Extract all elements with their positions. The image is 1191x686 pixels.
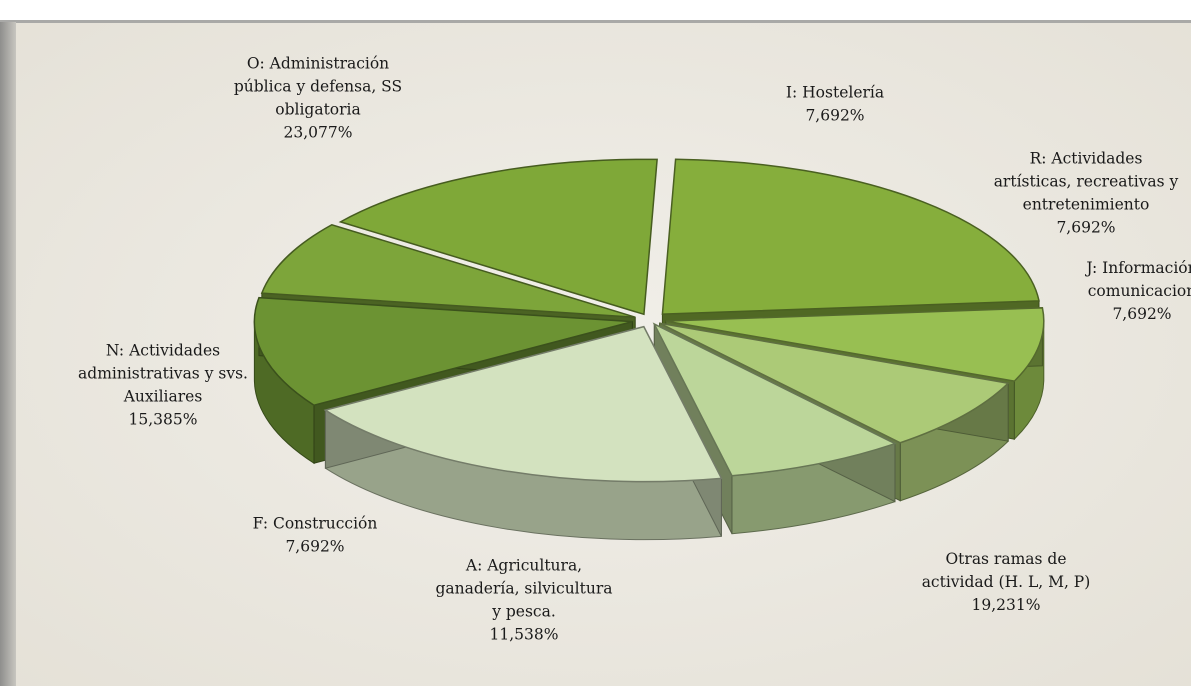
- pie-slice: [652, 322, 897, 477]
- slice-category-label: actividad (H. L, M, P): [922, 573, 1091, 591]
- slice-category-label: N: Actividades: [106, 342, 220, 360]
- slice-category-label: F: Construcción: [253, 515, 378, 533]
- slice-category-label: A: Agricultura,: [465, 557, 582, 575]
- pie-slice: [659, 322, 1010, 444]
- slice-category-label: R: Actividades: [1030, 150, 1143, 168]
- slice-category-label: entretenimiento: [1023, 196, 1150, 214]
- slice-label: N: Actividades administrativas y svs. Auxi…: [78, 342, 248, 429]
- slice-percent-label: 11,538%: [490, 626, 559, 644]
- slice-percent-label: 7,692%: [1056, 219, 1115, 237]
- slice-label: I: Hostelería 7,692%: [786, 84, 884, 125]
- slice-label: A: Agricultura, ganadería, silvicultura y …: [435, 557, 612, 644]
- slice-category-label: y pesca.: [491, 603, 556, 621]
- slice-category-label: Auxiliares: [123, 388, 203, 406]
- slice-label: J: Información comunicacion 7,692%: [1084, 259, 1191, 323]
- slice-category-label: comunicacion: [1088, 282, 1191, 300]
- slice-percent-label: 7,692%: [285, 538, 344, 556]
- left-border: [0, 22, 16, 686]
- slice-percent-label: 7,692%: [805, 107, 864, 125]
- slice-category-label: O: Administración: [247, 55, 389, 73]
- slice-label: Otras ramas de actividad (H. L, M, P) 19,2…: [922, 550, 1091, 614]
- slice-category-label: pública y defensa, SS: [234, 78, 402, 96]
- slice-category-label: ganadería, silvicultura: [435, 580, 612, 598]
- slice-percent-label: 15,385%: [129, 411, 198, 429]
- slice-category-label: J: Información: [1084, 259, 1191, 277]
- slice-percent-label: 19,231%: [972, 596, 1041, 614]
- slice-category-label: Otras ramas de: [945, 550, 1066, 568]
- slice-category-label: administrativas y svs.: [78, 365, 248, 383]
- pie-slice: [661, 158, 1040, 315]
- pie-slice: [260, 223, 636, 318]
- top-border: [0, 0, 1191, 22]
- slice-category-label: obligatoria: [275, 101, 361, 119]
- slice-percent-label: 7,692%: [1112, 305, 1171, 323]
- slice-percent-label: 23,077%: [284, 124, 353, 142]
- slice-label: R: Actividades artísticas, recreativas y e…: [994, 150, 1179, 237]
- top-border-line: [0, 20, 1191, 23]
- slice-label: O: Administración pública y defensa, SS ob…: [234, 55, 402, 142]
- slice-label: F: Construcción 7,692%: [253, 515, 378, 556]
- slice-category-label: artísticas, recreativas y: [994, 173, 1179, 191]
- slice-category-label: I: Hostelería: [786, 84, 884, 102]
- pie-slice: [253, 296, 633, 407]
- pie-slice: [323, 325, 723, 483]
- pie-slice: [338, 158, 658, 316]
- pie-slice: [665, 307, 1045, 382]
